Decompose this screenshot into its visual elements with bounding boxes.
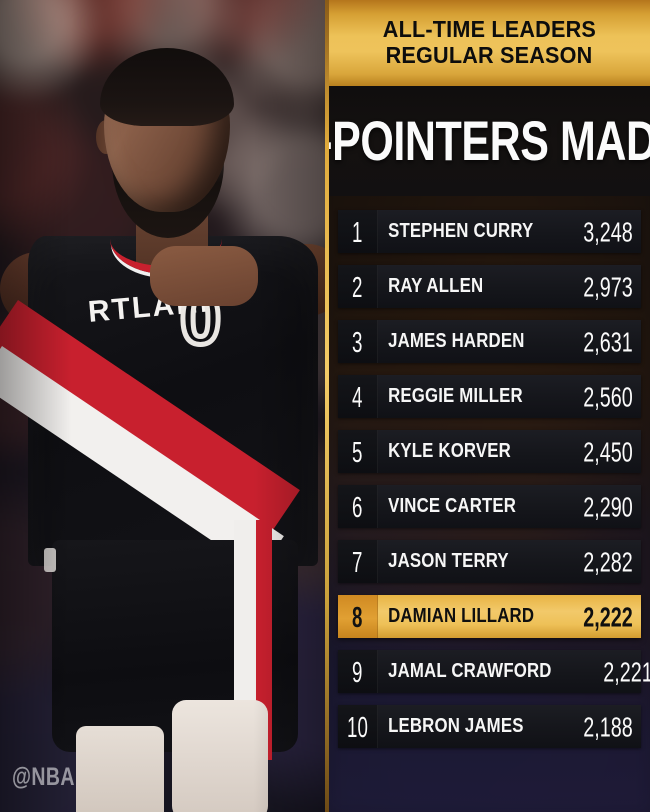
header-line-2: REGULAR SEASON xyxy=(386,42,593,68)
row-player-name: REGGIE MILLER xyxy=(388,385,523,407)
player-hands xyxy=(150,246,258,306)
row-player-name: RAY ALLEN xyxy=(388,275,484,297)
row-value: 2,222 xyxy=(583,600,633,633)
row-value: 2,631 xyxy=(583,325,633,358)
table-row[interactable]: 5 KYLE KORVER 2,450 xyxy=(338,430,641,473)
row-value: 2,282 xyxy=(583,545,633,578)
row-value: 2,290 xyxy=(583,490,633,523)
row-rank: 6 xyxy=(352,489,363,524)
row-rank-cell: 10 xyxy=(338,705,378,748)
row-value: 2,188 xyxy=(583,710,633,743)
row-rank-cell: 4 xyxy=(338,375,378,418)
row-rank: 8 xyxy=(352,599,363,634)
panel-header: ALL-TIME LEADERS REGULAR SEASON xyxy=(329,0,650,86)
row-player-name: DAMIAN LILLARD xyxy=(388,605,535,627)
table-row[interactable]: 3 JAMES HARDEN 2,631 xyxy=(338,320,641,363)
shorts-red-stripe xyxy=(256,520,272,760)
row-value: 2,450 xyxy=(583,435,633,468)
row-rank-cell: 7 xyxy=(338,540,378,583)
table-row[interactable]: 4 REGGIE MILLER 2,560 xyxy=(338,375,641,418)
row-player-name: JASON TERRY xyxy=(388,550,509,572)
row-rank: 3 xyxy=(352,324,363,359)
table-row[interactable]: 6 VINCE CARTER 2,290 xyxy=(338,485,641,528)
row-rank: 7 xyxy=(352,544,363,579)
row-rank-cell: 2 xyxy=(338,265,378,308)
row-rank-cell: 8 xyxy=(338,595,378,638)
row-rank: 1 xyxy=(352,214,363,249)
row-player-name: JAMAL CRAWFORD xyxy=(388,660,552,682)
leaderboard-panel: ALL-TIME LEADERS REGULAR SEASON 3-POINTE… xyxy=(329,0,650,812)
table-row[interactable]: 2 RAY ALLEN 2,973 xyxy=(338,265,641,308)
table-row[interactable]: 7 JASON TERRY 2,282 xyxy=(338,540,641,583)
row-rank-cell: 5 xyxy=(338,430,378,473)
nba-logo-icon xyxy=(44,548,56,572)
player-photo: RTLAND 0 @NBA xyxy=(0,0,325,812)
row-player-name: STEPHEN CURRY xyxy=(388,220,534,242)
player-right-leg xyxy=(172,700,268,812)
row-rank-cell: 3 xyxy=(338,320,378,363)
row-player-name: KYLE KORVER xyxy=(388,440,511,462)
row-value: 2,560 xyxy=(583,380,633,413)
row-rank-cell: 1 xyxy=(338,210,378,253)
row-rank: 10 xyxy=(347,709,368,744)
table-row[interactable]: 1 STEPHEN CURRY 3,248 xyxy=(338,210,641,253)
player-left-leg xyxy=(76,726,164,812)
row-rank-cell: 6 xyxy=(338,485,378,528)
row-rank: 2 xyxy=(352,269,363,304)
nba-watermark: @NBA xyxy=(12,763,75,791)
row-rank: 4 xyxy=(352,379,363,414)
leaderboard-rows: 1 STEPHEN CURRY 3,248 2 RAY ALLEN 2,973 … xyxy=(329,210,650,760)
row-rank: 9 xyxy=(352,654,363,689)
stat-title-bar: 3-POINTERS MADE xyxy=(329,86,650,196)
stat-title: 3-POINTERS MADE xyxy=(329,109,650,173)
row-rank: 5 xyxy=(352,434,363,469)
row-value: 2,973 xyxy=(583,270,633,303)
row-rank-cell: 9 xyxy=(338,650,378,693)
row-value: 3,248 xyxy=(583,215,633,248)
header-line-1: ALL-TIME LEADERS xyxy=(382,16,597,43)
row-player-name: VINCE CARTER xyxy=(388,495,517,517)
table-row-highlighted[interactable]: 8 DAMIAN LILLARD 2,222 xyxy=(338,595,641,638)
gold-divider xyxy=(325,0,329,812)
row-player-name: JAMES HARDEN xyxy=(388,330,525,352)
row-value: 2,221 xyxy=(602,655,650,688)
table-row[interactable]: 9 JAMAL CRAWFORD 2,221 xyxy=(338,650,650,693)
row-player-name: LEBRON JAMES xyxy=(388,715,524,737)
table-row[interactable]: 10 LEBRON JAMES 2,188 xyxy=(338,705,641,748)
